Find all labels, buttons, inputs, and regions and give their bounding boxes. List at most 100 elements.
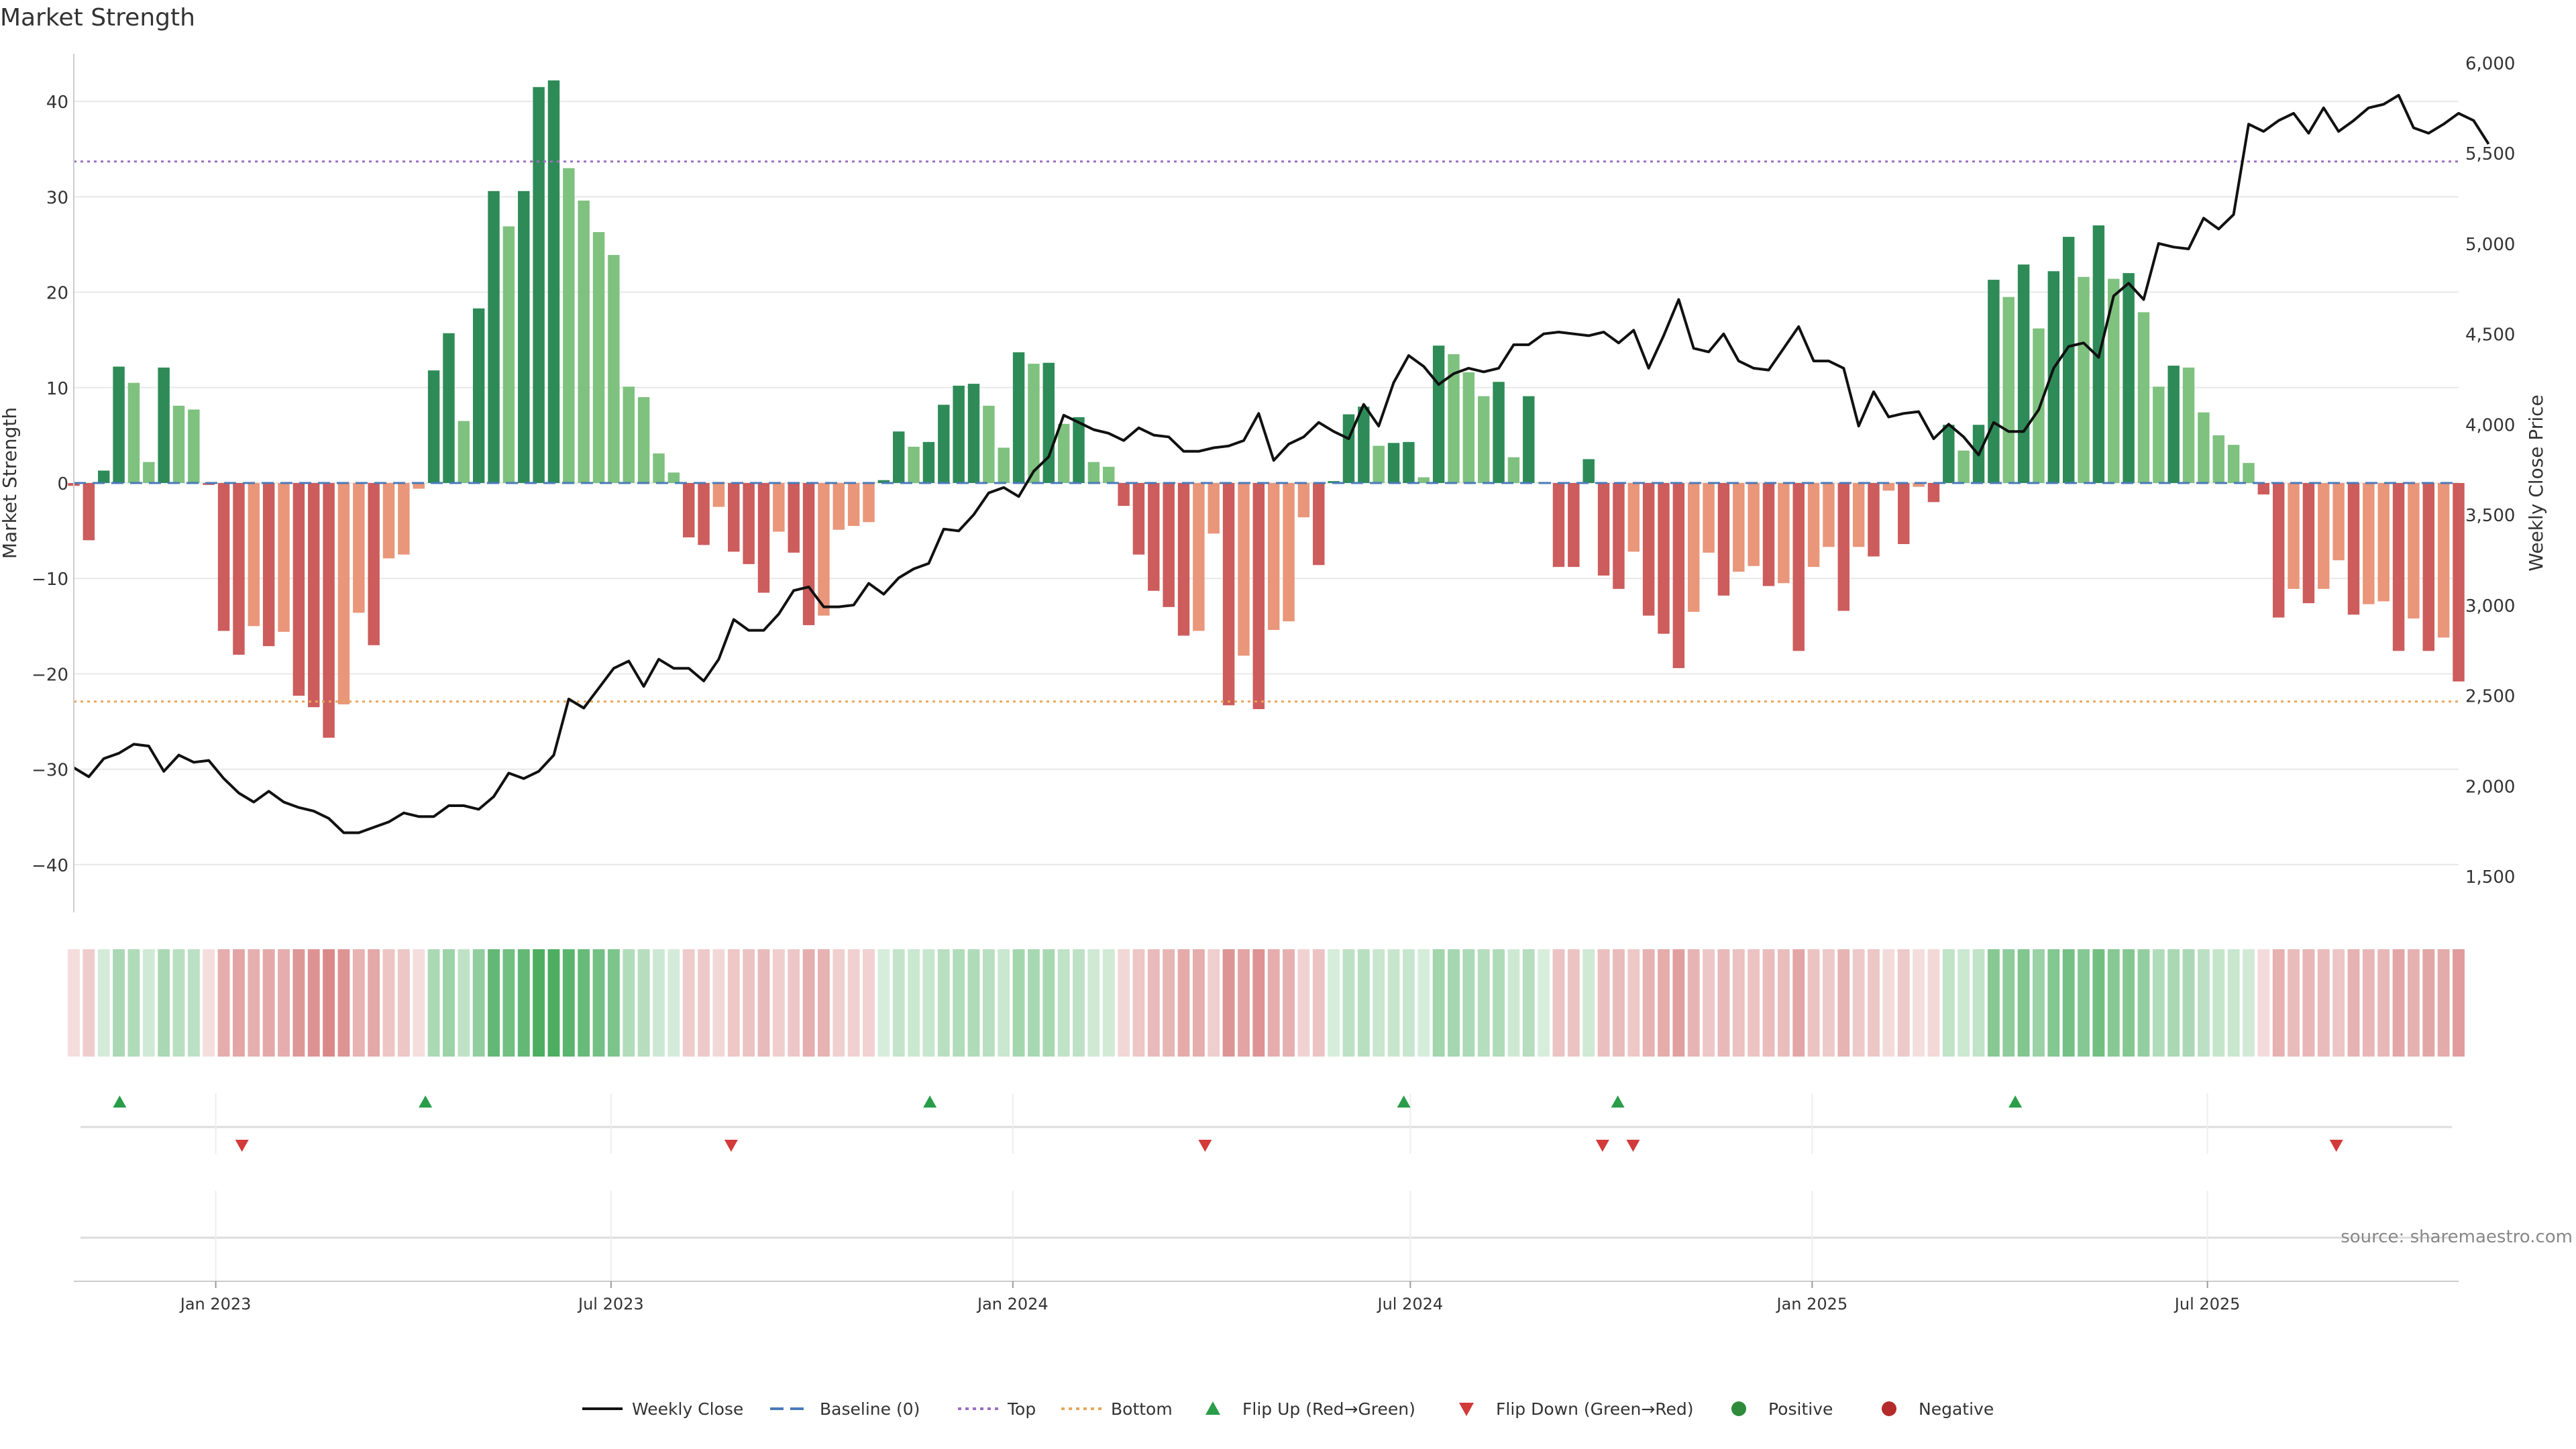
legend-symbol — [1731, 1401, 1746, 1416]
heat-strip-cell — [847, 949, 860, 1057]
strength-bar — [1852, 483, 1865, 547]
strength-bar — [608, 255, 620, 483]
strength-bar — [757, 483, 770, 593]
legend-label: Bottom — [1111, 1399, 1173, 1419]
flip-up-marker — [113, 1095, 127, 1108]
heat-strip-cell — [2272, 949, 2285, 1057]
flip-down-marker — [1626, 1140, 1640, 1152]
heat-strip-cell — [292, 949, 305, 1057]
legend-label: Flip Down (Green→Red) — [1496, 1399, 1694, 1419]
strength-bar — [353, 483, 365, 613]
strength-bar — [1103, 466, 1115, 483]
heat-strip-cell — [682, 949, 695, 1057]
strength-bar — [1118, 483, 1130, 506]
strength-bar — [83, 483, 95, 541]
heat-strip-cell — [772, 949, 785, 1057]
heat-strip-cell — [1538, 949, 1550, 1057]
heat-strip-cell — [1387, 949, 1400, 1057]
strength-bar — [427, 370, 440, 483]
y-tick-label-left: −10 — [32, 570, 68, 590]
heat-strip-cell — [1373, 949, 1385, 1057]
y-tick-label-right: 2,000 — [2465, 777, 2515, 797]
strength-bar — [592, 231, 605, 483]
strength-bar — [1792, 483, 1805, 651]
heat-strip-cell — [982, 949, 995, 1057]
strength-bar — [1613, 483, 1625, 589]
legend-item: Weekly Close — [582, 1399, 743, 1419]
y-tick-label-left: 40 — [46, 93, 68, 113]
strength-bar — [698, 483, 710, 545]
heat-strip-cell — [2167, 949, 2180, 1057]
strength-bar — [323, 483, 335, 738]
strength-bar — [953, 385, 965, 483]
heat-strip-cell — [2347, 949, 2360, 1057]
heat-strip-cell — [1342, 949, 1355, 1057]
strength-bar — [2437, 483, 2450, 638]
strength-bar — [2182, 367, 2195, 483]
strength-bar — [2047, 271, 2060, 483]
heat-strip-cell — [2302, 949, 2315, 1057]
strength-bar — [877, 480, 890, 483]
heat-strip-cell — [967, 949, 980, 1057]
strength-bar — [1703, 483, 1715, 553]
strength-bar — [998, 447, 1010, 483]
weekly-close-line — [72, 94, 2490, 835]
strength-bar — [1313, 483, 1325, 566]
heat-strip-cell — [278, 949, 290, 1057]
heat-strip-cell — [142, 949, 155, 1057]
flip-up-marker — [923, 1095, 937, 1108]
heat-strip-cell — [1042, 949, 1055, 1057]
heat-strip-cell — [2317, 949, 2330, 1057]
strength-bar — [2243, 463, 2255, 483]
heat-strip-cell — [1567, 949, 1580, 1057]
y-tick-label-right: 4,500 — [2465, 325, 2515, 345]
strength-bar — [2408, 483, 2420, 619]
y-tick-label-left: 10 — [46, 379, 68, 399]
heat-strip-cell — [2437, 949, 2450, 1057]
y-tick-label-right: 6,000 — [2465, 54, 2515, 74]
heat-strip-cell — [233, 949, 245, 1057]
heat-strip-cell — [2227, 949, 2240, 1057]
heat-strip-cell — [743, 949, 755, 1057]
strength-bar — [2257, 483, 2270, 495]
strength-bar — [1148, 483, 1160, 591]
strength-bar — [1208, 483, 1220, 534]
strength-bar — [2302, 483, 2315, 604]
heat-strip-cell — [2257, 949, 2270, 1057]
heat-strip-cell — [488, 949, 500, 1057]
heat-strip-cell — [1118, 949, 1130, 1057]
heat-strip-cell — [2033, 949, 2045, 1057]
legend-symbol — [1205, 1401, 1220, 1415]
heat-strip-cell — [1297, 949, 1310, 1057]
strength-bar — [1913, 483, 1925, 487]
x-tick-label: Jan 2025 — [1776, 1295, 1848, 1313]
heat-strip-cell — [1522, 949, 1535, 1057]
heat-strip-cell — [2422, 949, 2435, 1057]
flip-down-marker — [1198, 1140, 1212, 1152]
x-tick-label: Jul 2024 — [1377, 1295, 1444, 1313]
heat-strip-cell — [817, 949, 830, 1057]
strength-bar — [1403, 441, 1415, 483]
heat-strip-cell — [517, 949, 530, 1057]
strength-bar — [172, 405, 185, 483]
strength-bar — [1432, 345, 1445, 483]
heat-strip-cell — [2123, 949, 2135, 1057]
heat-strip-cell — [833, 949, 845, 1057]
heat-strip-cell — [1432, 949, 1445, 1057]
strength-bar — [278, 483, 290, 632]
heat-strip-cell — [2182, 949, 2195, 1057]
strength-bar — [308, 483, 320, 708]
strength-bar — [1042, 362, 1055, 483]
strength-bar — [847, 483, 860, 526]
strength-bar — [833, 483, 845, 530]
strength-bars — [68, 80, 2465, 738]
heat-strip-cell — [892, 949, 905, 1057]
heat-strip-cell — [592, 949, 605, 1057]
strength-bar — [1552, 483, 1565, 568]
heat-strip-cell — [547, 949, 560, 1057]
strength-bar — [1448, 354, 1460, 483]
heat-strip-cell — [757, 949, 770, 1057]
source-note: source: sharemaestro.com — [2341, 1227, 2573, 1247]
heat-strip-cell — [937, 949, 950, 1057]
heat-strip-cell — [2377, 949, 2390, 1057]
